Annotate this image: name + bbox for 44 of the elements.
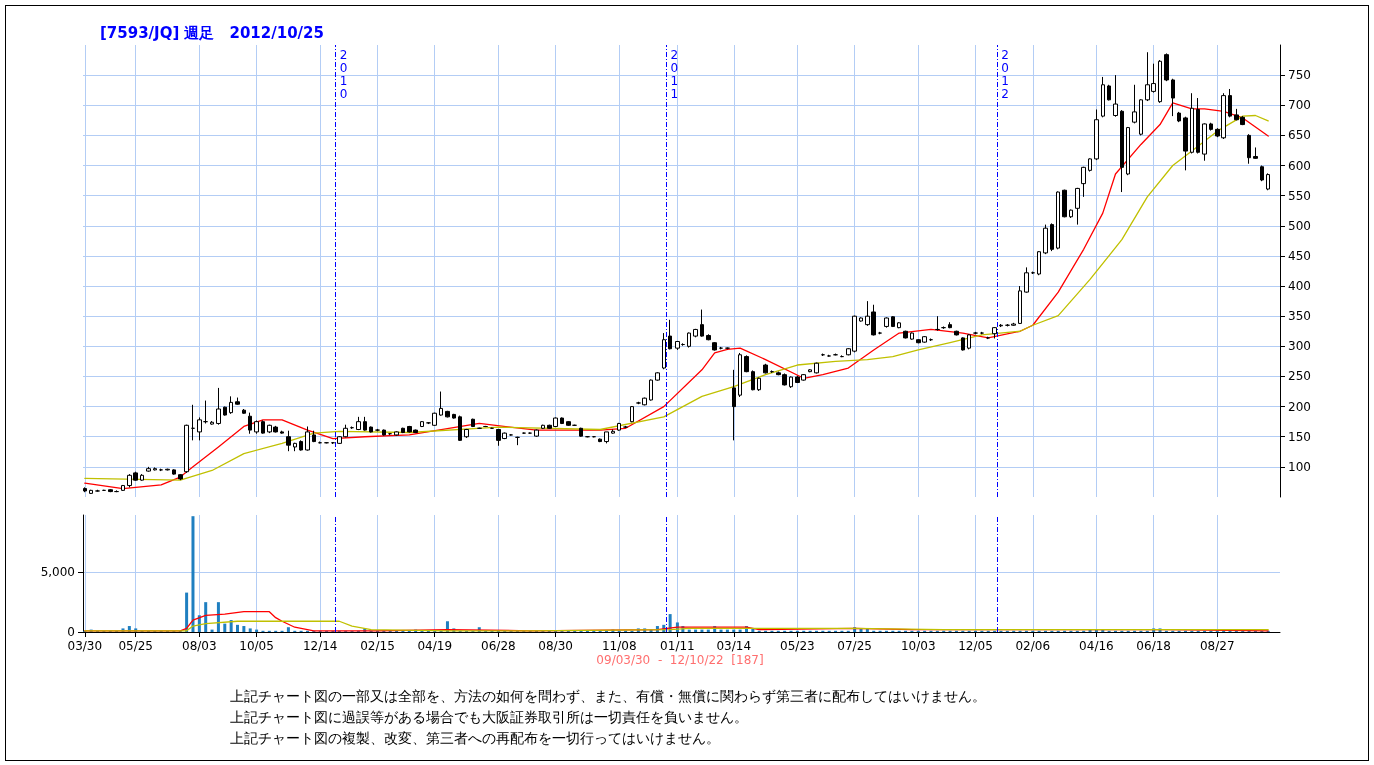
x-tick-label: 07/25 [837,639,872,653]
y-tick-label: 250 [1288,369,1311,384]
y-tick-label: 600 [1288,158,1311,173]
chart-title: [7593/JQ] 週足 2012/10/25 [100,23,324,42]
y-tick-label: 650 [1288,128,1311,143]
x-tick-label: 04/19 [417,639,453,653]
x-tick-label: 08/27 [1199,639,1235,653]
x-tick-label: 12/05 [958,639,993,653]
x-tick-label: 02/06 [1015,639,1051,653]
x-tick-label: 05/23 [780,639,815,653]
ref-line-label: 2011 [670,47,679,101]
x-tick-label: 01/11 [660,639,695,653]
x-tick-label: 11/08 [601,639,637,653]
x-tick-label: 02/15 [360,639,395,653]
y-tick-label: 400 [1288,279,1311,294]
y-tick-label: 300 [1288,339,1311,354]
x-tick-label: 03/30 [67,639,103,653]
x-tick-label: 05/25 [118,639,154,653]
x-tick-label: 06/18 [1136,639,1171,653]
y-tick-label: 0 [67,625,75,639]
y-tick-label: 550 [1288,188,1311,203]
x-tick-label: 08/03 [182,639,217,653]
x-tick-label: 08/30 [538,639,573,653]
y-tick-label: 350 [1288,309,1311,324]
x-tick-label: 06/28 [481,639,516,653]
y-tick-label: 450 [1288,248,1311,263]
x-tick-label: 10/03 [900,639,936,653]
y-tick-label: 100 [1288,459,1311,474]
y-tick-label: 750 [1288,68,1311,83]
text: 上記チャート図の複製、改変、第三者への再配布を一切行ってはいけません。 [230,729,721,748]
text: 上記チャート図の一部又は全部を、方法の如何を問わず、また、有償・無償に関わらず第三者に配布してはいけません。 [230,687,987,706]
text: 09/03/30 - 12/10/22 [187] [596,653,764,667]
y-tick-label: 700 [1288,98,1311,113]
y-tick-label: 150 [1288,429,1311,444]
ref-line-label: 2010 [339,47,348,101]
text: 上記チャート図に過誤等がある場合でも大阪証券取引所は一切責任を負いません。 [230,708,749,727]
y-tick-label: 5,000 [40,565,75,580]
x-tick-label: 03/14 [716,639,752,653]
x-tick-label: 10/05 [239,639,274,653]
ref-line-label: 2012 [1001,47,1009,101]
y-tick-label: 500 [1288,218,1311,233]
x-tick-label: 12/14 [302,639,338,653]
x-tick-label: 04/16 [1079,639,1114,653]
y-tick-label: 200 [1288,399,1311,414]
